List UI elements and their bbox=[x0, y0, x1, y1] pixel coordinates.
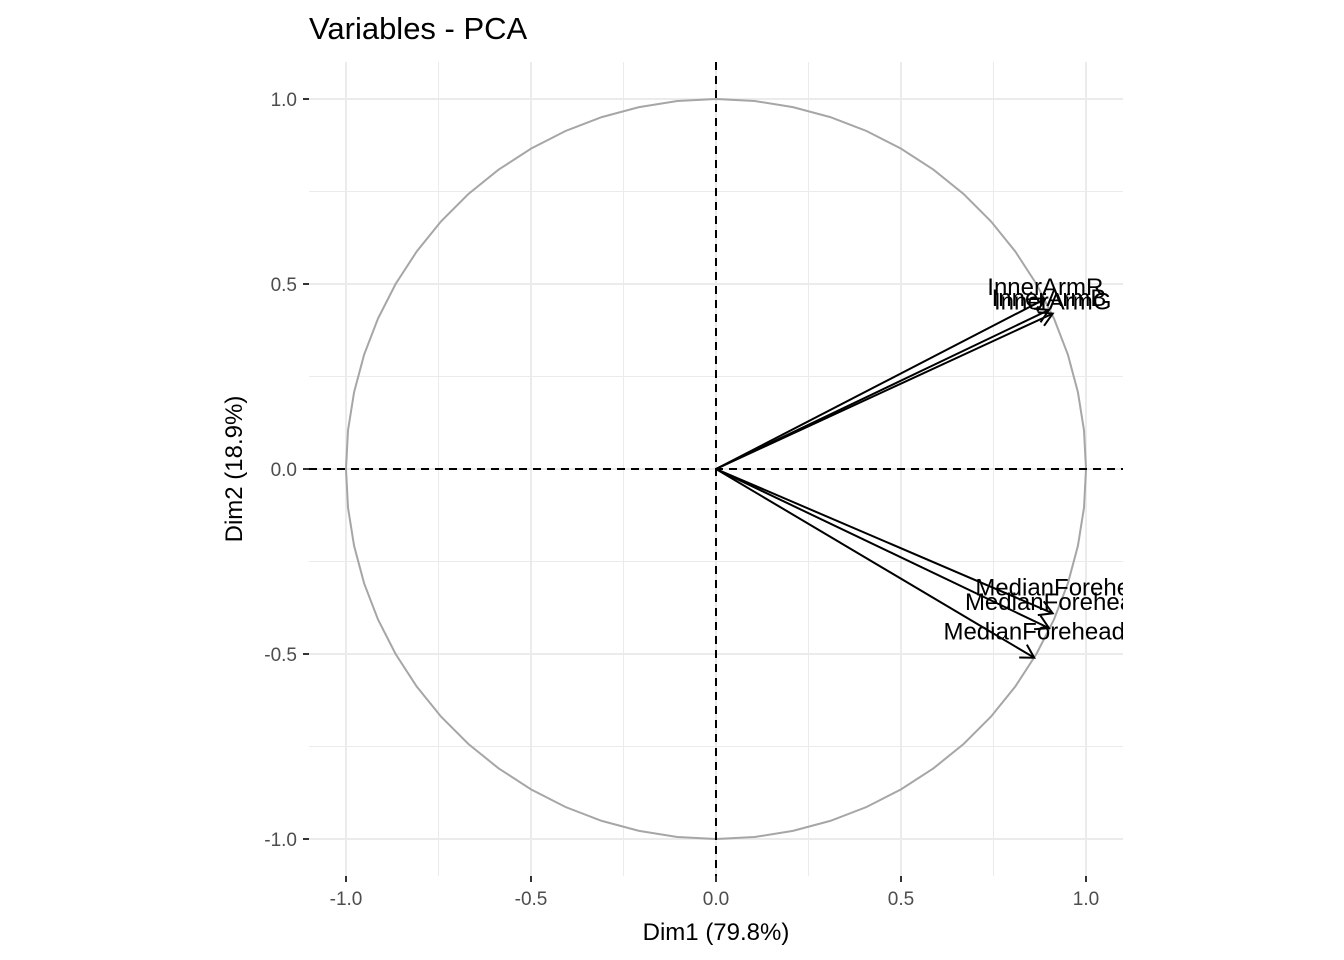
y-tick-label: 0.0 bbox=[271, 460, 297, 481]
correlation-circle bbox=[344, 97, 1087, 841]
variable-arrow bbox=[715, 468, 1050, 630]
variable-label: InnerArmR bbox=[987, 274, 1103, 301]
x-axis-title: Dim1 (79.8%) bbox=[643, 919, 790, 946]
y-tick-label: -0.5 bbox=[264, 645, 297, 666]
variable-label: MedianForehead bbox=[943, 619, 1124, 646]
variable-label: InnerArmB bbox=[992, 285, 1107, 312]
arrow-head bbox=[1033, 615, 1051, 631]
variable-arrow bbox=[715, 468, 1054, 615]
x-tick-label: -1.0 bbox=[330, 889, 363, 910]
arrow-head bbox=[1037, 600, 1055, 617]
y-tick-label: -1.0 bbox=[264, 830, 297, 851]
variable-label: MedianForehe bbox=[975, 574, 1130, 601]
arrow-head bbox=[1037, 311, 1055, 327]
arrow-head bbox=[1030, 297, 1048, 312]
arrow-head bbox=[1019, 644, 1036, 659]
x-tick-label: 1.0 bbox=[1073, 889, 1099, 910]
variable-arrows: InnerArmRInnerArmBInnerArmGMedianForeheM… bbox=[715, 274, 1134, 659]
chart-title: Variables - PCA bbox=[309, 11, 528, 46]
x-tick-label: 0.0 bbox=[703, 889, 729, 910]
x-tick-label: 0.5 bbox=[888, 889, 914, 910]
variable-label: MedianForehea bbox=[965, 589, 1134, 616]
variable-arrow bbox=[715, 297, 1046, 470]
variable-arrow bbox=[715, 312, 1054, 470]
y-axis-title: Dim2 (18.9%) bbox=[221, 396, 248, 543]
axes: -1.0 -0.5 0.0 0.5 1.0 1.0 0.5 0.0 -0.5 -1.0 bbox=[264, 90, 1099, 910]
y-tick-label: 0.5 bbox=[271, 275, 297, 296]
x-tick-label: -0.5 bbox=[515, 889, 548, 910]
variable-label: InnerArmG bbox=[994, 289, 1111, 316]
correlation-circle-layer bbox=[344, 97, 1087, 841]
y-tick-label: 1.0 bbox=[271, 90, 297, 111]
variable-arrow bbox=[715, 468, 1035, 659]
